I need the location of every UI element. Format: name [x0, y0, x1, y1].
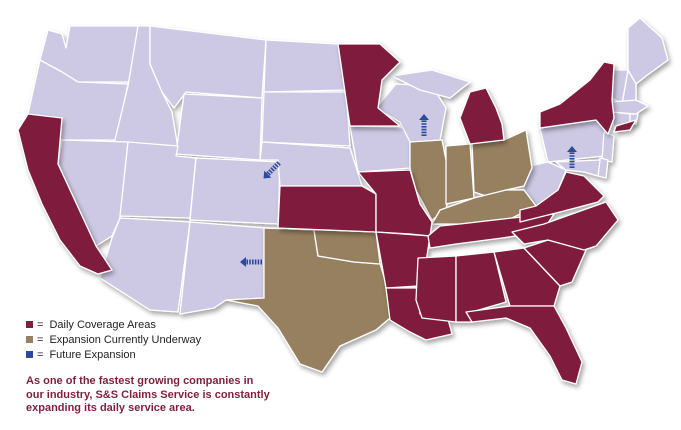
- state-south-carolina: [523, 239, 587, 287]
- legend: = Daily Coverage Areas = Expansion Curre…: [26, 317, 201, 362]
- arrow-icon: [263, 161, 281, 179]
- state-indiana: [445, 143, 475, 205]
- legend-item: = Daily Coverage Areas: [26, 317, 201, 332]
- state-iowa: [349, 125, 415, 173]
- legend-item: = Future Expansion: [26, 347, 201, 362]
- state-new-york: [539, 61, 615, 135]
- state-kansas: [277, 185, 377, 233]
- state-new-jersey: [601, 131, 615, 163]
- base-states: [27, 17, 669, 315]
- state-georgia: [493, 247, 561, 307]
- future-expansion-arrows: [240, 114, 577, 267]
- state-massachusetts: [611, 99, 649, 115]
- legend-equals: =: [37, 318, 44, 331]
- state-michigan: [459, 87, 505, 145]
- caption-line: our industry, S&S Claims Service is cons…: [26, 388, 270, 401]
- state-mississippi: [415, 255, 457, 323]
- daily-states: [17, 43, 637, 385]
- legend-swatch-daily: [26, 321, 33, 328]
- legend-equals: =: [37, 348, 44, 361]
- state-virginia: [519, 171, 605, 223]
- state-colorado: [189, 157, 281, 225]
- legend-equals: =: [37, 333, 44, 346]
- state-north-dakota: [263, 39, 347, 93]
- legend-item: = Expansion Currently Underway: [26, 332, 201, 347]
- state-upper-michigan: [391, 69, 471, 99]
- arrow-icon: [419, 114, 429, 136]
- state-south-dakota: [261, 91, 351, 147]
- state-north-carolina: [511, 201, 619, 251]
- caption-line: As one of the fastest growing companies …: [26, 375, 254, 387]
- state-minnesota: [337, 43, 401, 127]
- state-maine: [627, 17, 669, 85]
- legend-swatch-future: [26, 351, 33, 358]
- caption: As one of the fastest growing companies …: [26, 375, 286, 416]
- arrow-icon: [567, 146, 577, 168]
- legend-label: Expansion Currently Underway: [49, 333, 202, 346]
- state-ohio: [471, 129, 533, 197]
- state-wyoming: [175, 93, 263, 161]
- state-california: [17, 113, 113, 275]
- legend-swatch-underway: [26, 336, 33, 343]
- arrow-icon: [240, 257, 262, 267]
- caption-line: expanding its daily service area.: [26, 402, 195, 414]
- state-florida: [465, 305, 583, 385]
- legend-label: Future Expansion: [49, 348, 136, 361]
- state-long-island: [613, 119, 637, 133]
- legend-label: Daily Coverage Areas: [49, 318, 156, 331]
